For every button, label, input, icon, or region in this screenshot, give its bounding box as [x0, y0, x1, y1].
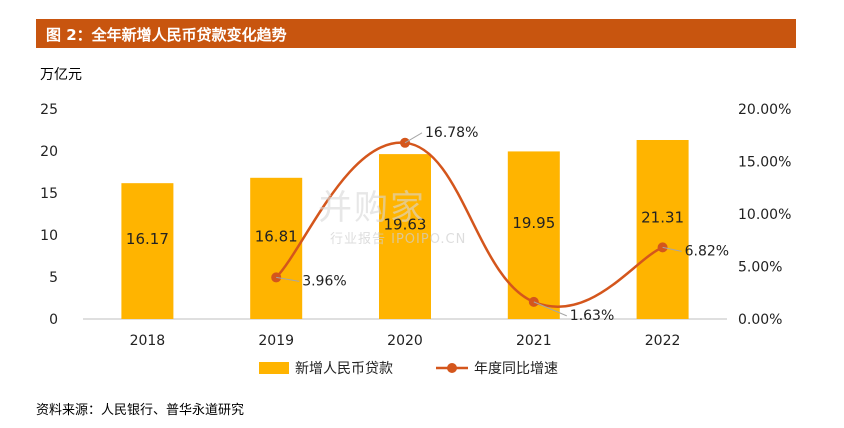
y-tick-label: 0 [49, 312, 58, 328]
watermark-subtext: 行业报告 IPOIPO.CN [330, 232, 467, 247]
legend-label-line: 年度同比增速 [474, 361, 558, 377]
y2-tick-label: 15.00% [738, 155, 791, 171]
y2-tick-label: 20.00% [738, 102, 791, 118]
bar [636, 139, 689, 319]
x-tick-label: 2018 [130, 333, 166, 349]
point-value-label: 16.78% [425, 125, 478, 141]
point-value-label: 1.63% [570, 308, 614, 324]
y2-tick-label: 0.00% [738, 312, 782, 328]
y-tick-label: 15 [40, 186, 58, 202]
y-tick-label: 10 [40, 228, 58, 244]
bar-value-label: 16.81 [255, 227, 298, 245]
bar [507, 151, 560, 319]
legend-swatch-bar [259, 362, 289, 374]
x-tick-label: 2020 [387, 333, 423, 349]
source-note: 资料来源：人民银行、普华永道研究 [36, 403, 245, 418]
bar-value-label: 16.17 [126, 230, 169, 248]
legend-swatch-point [447, 363, 457, 373]
x-tick-label: 2021 [516, 333, 552, 349]
bar-value-label: 21.31 [641, 208, 684, 226]
bar [250, 177, 303, 319]
point-leader-line [533, 301, 567, 317]
chart-title: 图 2：全年新增人民币贷款变化趋势 [46, 26, 287, 44]
bar [121, 183, 174, 319]
bar-value-label: 19.63 [384, 216, 427, 234]
y-tick-label: 25 [40, 102, 58, 118]
point-value-label: 6.82% [685, 243, 729, 259]
point-leader-line [404, 132, 423, 144]
y-axis-unit-label: 万亿元 [40, 67, 82, 83]
x-tick-label: 2022 [645, 333, 681, 349]
y-tick-label: 20 [40, 144, 58, 160]
watermark-text: 并购家 [318, 188, 426, 228]
bar [379, 154, 431, 319]
y2-tick-label: 10.00% [738, 207, 791, 223]
point-value-label: 3.96% [302, 273, 346, 289]
point-leader-line [276, 276, 300, 282]
growth-line [275, 141, 664, 308]
y2-tick-label: 5.00% [738, 260, 782, 276]
x-tick-label: 2019 [258, 333, 294, 349]
bar-value-label: 19.95 [512, 214, 555, 232]
title-bar: 图 2：全年新增人民币贷款变化趋势 [36, 19, 796, 48]
y-tick-label: 5 [49, 270, 58, 286]
point-leader-line [662, 246, 682, 252]
legend-label-bar: 新增人民币贷款 [295, 361, 393, 377]
